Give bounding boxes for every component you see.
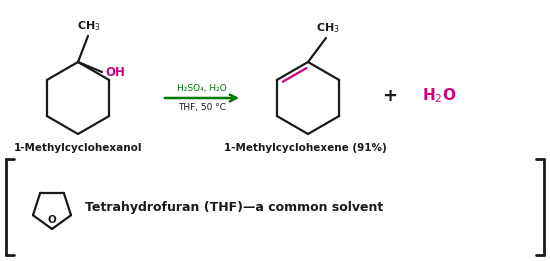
Text: Tetrahydrofuran (THF)—a common solvent: Tetrahydrofuran (THF)—a common solvent (85, 201, 383, 215)
Text: CH$_3$: CH$_3$ (77, 19, 101, 33)
Text: 1-Methylcyclohexene (91%): 1-Methylcyclohexene (91%) (224, 143, 386, 153)
Text: OH: OH (105, 66, 125, 79)
Text: 1-Methylcyclohexanol: 1-Methylcyclohexanol (14, 143, 142, 153)
Text: H₂SO₄, H₂O: H₂SO₄, H₂O (177, 84, 227, 93)
Text: H$_2$O: H$_2$O (422, 87, 456, 105)
Text: THF, 50 °C: THF, 50 °C (178, 103, 226, 112)
Text: CH$_3$: CH$_3$ (316, 21, 340, 35)
Text: +: + (382, 87, 398, 105)
Text: O: O (48, 215, 56, 225)
